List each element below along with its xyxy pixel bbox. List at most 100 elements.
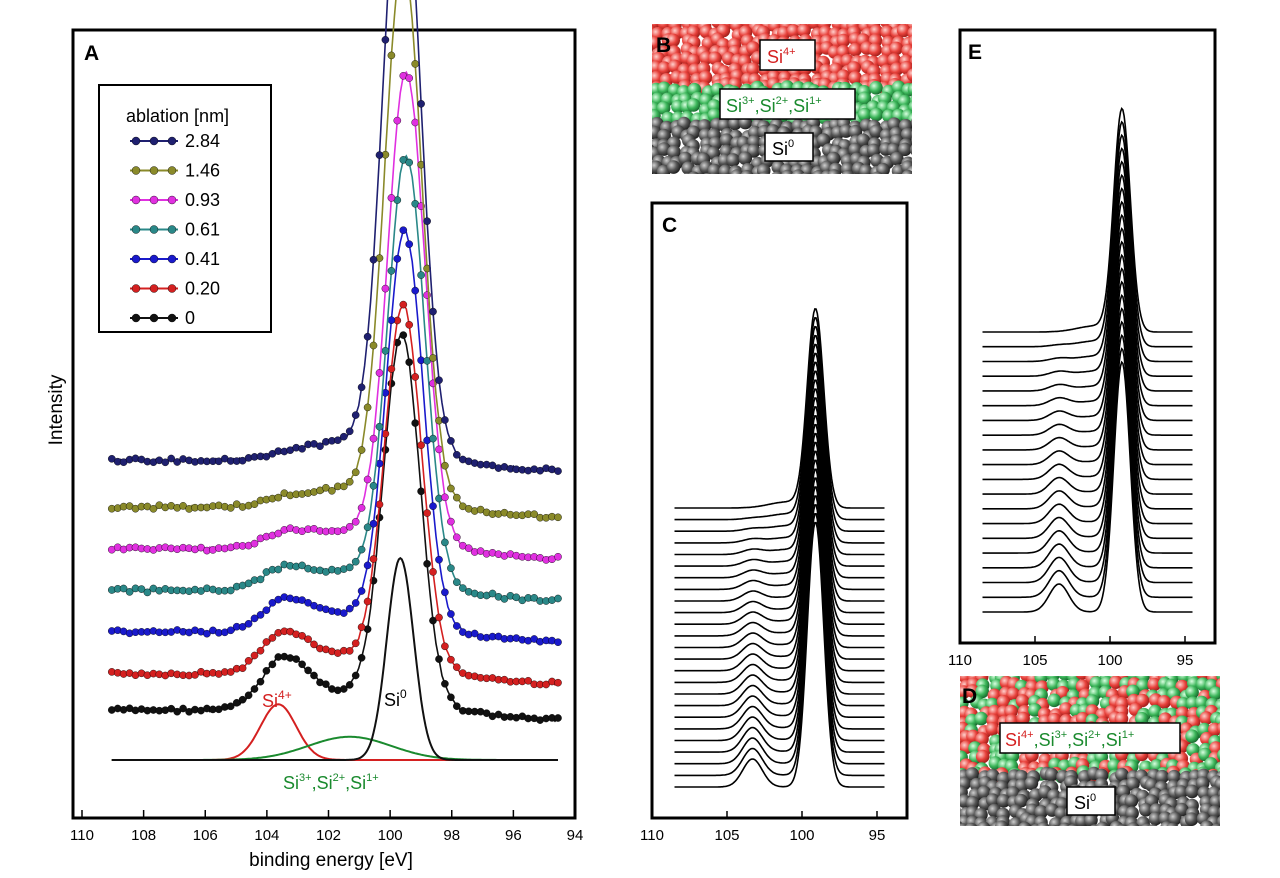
series-point <box>262 638 271 646</box>
series-point <box>387 379 396 388</box>
series-point <box>262 606 271 615</box>
simulated-spectrum <box>674 406 885 637</box>
simulated-spectrum <box>674 486 885 742</box>
simulated-spectrum <box>674 432 885 672</box>
simulated-spectrum <box>674 361 885 579</box>
series-point <box>399 331 408 339</box>
gray-atom <box>828 162 843 174</box>
red-atom <box>975 749 990 764</box>
legend-swatch-marker <box>131 313 141 323</box>
series-point <box>429 434 437 443</box>
legend-swatch-marker <box>149 284 159 293</box>
gray-atom <box>1216 815 1220 826</box>
legend-swatch-marker <box>167 166 177 175</box>
gray-atom <box>900 127 912 142</box>
panel-a-letter: A <box>84 42 99 65</box>
series-point <box>244 620 253 628</box>
x-tick-label: 98 <box>443 827 460 844</box>
red-atom <box>1109 676 1123 689</box>
simulated-spectrum <box>982 307 1193 554</box>
series-point <box>441 538 449 547</box>
b-si4-label: Si4+ <box>767 46 796 67</box>
series-point <box>387 316 396 325</box>
legend-swatch-marker <box>149 313 159 323</box>
simulated-spectrum <box>982 360 1193 613</box>
simulated-spectrum <box>674 379 885 602</box>
series-point <box>417 487 425 496</box>
gray-atom <box>666 160 681 174</box>
series-point <box>363 403 372 412</box>
x-tick-label: 110 <box>70 827 94 844</box>
gray-atom <box>1207 805 1220 819</box>
series-point <box>369 341 378 350</box>
series-point <box>417 271 425 279</box>
gray-atom <box>1155 769 1169 784</box>
simulated-spectrum <box>674 325 885 532</box>
gray-atom <box>965 822 977 826</box>
simulated-spectrum <box>674 513 885 777</box>
red-atom <box>1075 676 1089 680</box>
series-point <box>203 629 211 638</box>
fit-component-si0 <box>111 556 558 761</box>
d-mixed-box <box>999 722 1181 754</box>
series-point <box>238 623 247 631</box>
panel-d-letter: D <box>962 685 977 708</box>
gray-atom <box>1109 820 1123 826</box>
gray-atom <box>986 793 1000 807</box>
legend: ablation [nm] 2.84 1.46 0.93 0.61 0.41 0.20 0 <box>98 84 272 333</box>
panel-b-letter: B <box>656 34 671 57</box>
series-point <box>339 685 348 693</box>
simulated-spectrum <box>674 334 885 544</box>
series-point <box>316 442 324 451</box>
gray-atom <box>960 821 964 826</box>
red-atom <box>1216 722 1220 735</box>
gray-atom <box>1218 807 1220 817</box>
gray-atom <box>1218 826 1232 840</box>
x-tick-label: 104 <box>254 827 279 844</box>
series-point <box>411 286 420 295</box>
gray-atom <box>872 171 883 174</box>
series-point <box>464 544 473 553</box>
simulated-spectrum <box>674 388 885 614</box>
series-point <box>423 560 431 568</box>
x-tick-label: 100 <box>789 827 814 844</box>
gray-atom <box>960 806 961 812</box>
red-atom <box>786 24 801 38</box>
series-point <box>179 704 187 713</box>
series-point <box>482 709 491 718</box>
legend-entry-label: 0.93 <box>185 190 220 210</box>
gray-atom <box>1126 777 1140 791</box>
gray-atom <box>1018 821 1032 826</box>
legend-swatch-marker <box>131 284 141 293</box>
series-point <box>256 611 265 619</box>
series-point <box>512 593 521 602</box>
series-point <box>226 702 235 711</box>
gray-atom <box>1034 805 1048 819</box>
gray-atom <box>1136 816 1150 826</box>
simulated-spectrum <box>982 267 1193 510</box>
series-point <box>357 446 366 454</box>
series-point <box>363 332 372 341</box>
simulated-spectrum <box>674 316 885 521</box>
x-axis-label: binding energy [eV] <box>249 850 413 871</box>
red-atom <box>1199 711 1214 725</box>
green-atom <box>944 705 958 719</box>
red-atom <box>698 70 713 85</box>
legend-title: ablation [nm] <box>126 106 229 126</box>
simulated-spectrum <box>674 370 885 591</box>
series-point <box>274 565 283 574</box>
gray-atom <box>667 145 681 159</box>
green-atom <box>945 672 959 686</box>
gray-atom <box>901 169 912 174</box>
gray-atom <box>668 175 682 189</box>
gray-atom <box>945 795 959 809</box>
series-point <box>554 467 562 475</box>
series-point <box>167 454 175 463</box>
gray-atom <box>907 174 921 188</box>
green-atom <box>652 96 653 100</box>
gray-atom <box>1014 793 1028 808</box>
red-atom <box>889 62 904 76</box>
simulated-spectrum <box>674 495 885 753</box>
red-atom <box>652 36 661 50</box>
series-point <box>530 510 539 519</box>
